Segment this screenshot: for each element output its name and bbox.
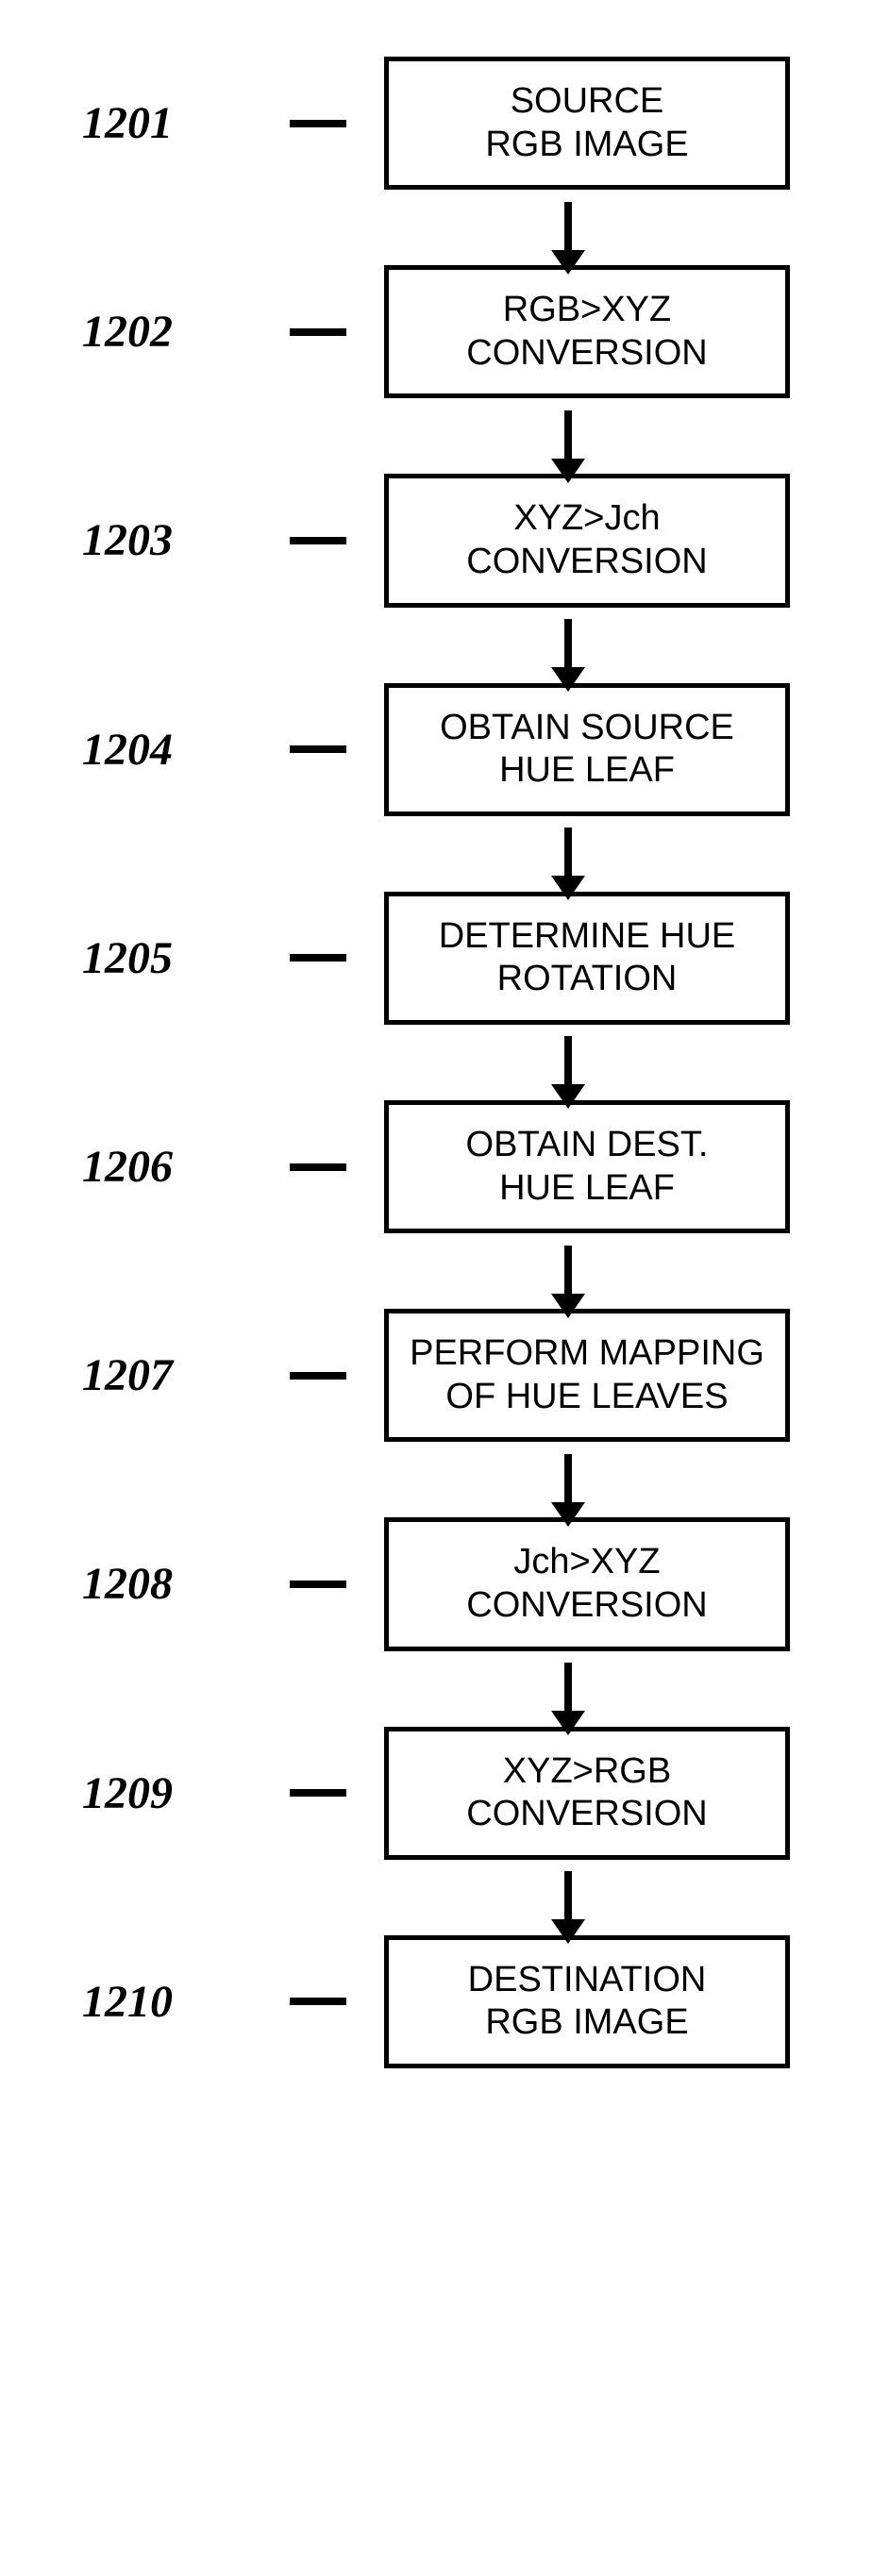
node-row-1204: 1204 OBTAIN SOURCE HUE LEAF — [82, 683, 790, 816]
node-label-1205: 1205 — [82, 932, 252, 984]
arrow-connector — [214, 190, 872, 265]
node-text-1206: OBTAIN DEST. HUE LEAF — [406, 1124, 768, 1210]
arrow-down-icon — [564, 1036, 572, 1088]
node-text-1207: PERFORM MAPPING OF HUE LEAVES — [406, 1332, 768, 1418]
node-row-1203: 1203 XYZ>Jch CONVERSION — [82, 474, 790, 607]
node-label-1201: 1201 — [82, 97, 252, 149]
node-box-1208: Jch>XYZ CONVERSION — [384, 1517, 790, 1650]
node-text-1203: XYZ>Jch CONVERSION — [406, 497, 768, 583]
node-row-1205: 1205 DETERMINE HUE ROTATION — [82, 892, 790, 1025]
flowchart-container: 1201 SOURCE RGB IMAGE 1202 RGB>XYZ CONVE… — [82, 57, 790, 2068]
arrow-connector — [214, 398, 872, 474]
arrow-down-icon — [564, 619, 572, 671]
arrow-down-icon — [564, 202, 572, 254]
arrow-connector — [214, 1860, 872, 1935]
node-row-1210: 1210 DESTINATION RGB IMAGE — [82, 1935, 790, 2068]
arrow-down-icon — [564, 828, 572, 879]
arrow-connector — [214, 1651, 872, 1727]
node-label-1208: 1208 — [82, 1558, 252, 1610]
label-connector — [290, 537, 346, 544]
node-box-1209: XYZ>RGB CONVERSION — [384, 1727, 790, 1860]
label-connector — [290, 1581, 346, 1588]
label-connector — [290, 1163, 346, 1171]
node-box-1201: SOURCE RGB IMAGE — [384, 57, 790, 190]
node-label-1204: 1204 — [82, 724, 252, 776]
node-label-1206: 1206 — [82, 1141, 252, 1193]
arrow-down-icon — [564, 1454, 572, 1506]
label-connector — [290, 328, 346, 336]
arrow-down-icon — [564, 1246, 572, 1297]
node-text-1210: DESTINATION RGB IMAGE — [406, 1959, 768, 2045]
node-text-1205: DETERMINE HUE ROTATION — [406, 915, 768, 1001]
label-connector — [290, 954, 346, 962]
node-row-1202: 1202 RGB>XYZ CONVERSION — [82, 265, 790, 398]
node-row-1209: 1209 XYZ>RGB CONVERSION — [82, 1727, 790, 1860]
node-label-1207: 1207 — [82, 1349, 252, 1401]
node-box-1206: OBTAIN DEST. HUE LEAF — [384, 1100, 790, 1233]
arrow-connector — [214, 608, 872, 683]
node-box-1202: RGB>XYZ CONVERSION — [384, 265, 790, 398]
label-connector — [290, 745, 346, 753]
node-text-1204: OBTAIN SOURCE HUE LEAF — [406, 707, 768, 793]
label-connector — [290, 1789, 346, 1797]
arrow-connector — [214, 1233, 872, 1309]
node-box-1205: DETERMINE HUE ROTATION — [384, 892, 790, 1025]
arrow-connector — [214, 1442, 872, 1517]
node-box-1207: PERFORM MAPPING OF HUE LEAVES — [384, 1309, 790, 1442]
node-box-1210: DESTINATION RGB IMAGE — [384, 1935, 790, 2068]
label-connector — [290, 1998, 346, 2005]
node-row-1207: 1207 PERFORM MAPPING OF HUE LEAVES — [82, 1309, 790, 1442]
label-connector — [290, 1372, 346, 1380]
node-label-1210: 1210 — [82, 1976, 252, 2028]
node-row-1208: 1208 Jch>XYZ CONVERSION — [82, 1517, 790, 1650]
arrow-down-icon — [564, 1871, 572, 1923]
node-label-1209: 1209 — [82, 1767, 252, 1819]
node-label-1203: 1203 — [82, 514, 252, 566]
arrow-down-icon — [564, 1663, 572, 1715]
node-row-1201: 1201 SOURCE RGB IMAGE — [82, 57, 790, 190]
arrow-connector — [214, 1025, 872, 1100]
node-row-1206: 1206 OBTAIN DEST. HUE LEAF — [82, 1100, 790, 1233]
node-text-1209: XYZ>RGB CONVERSION — [406, 1750, 768, 1836]
node-box-1204: OBTAIN SOURCE HUE LEAF — [384, 683, 790, 816]
node-label-1202: 1202 — [82, 306, 252, 358]
node-text-1201: SOURCE RGB IMAGE — [406, 80, 768, 166]
arrow-down-icon — [564, 410, 572, 462]
node-text-1202: RGB>XYZ CONVERSION — [406, 289, 768, 375]
arrow-connector — [214, 816, 872, 892]
node-text-1208: Jch>XYZ CONVERSION — [406, 1541, 768, 1627]
label-connector — [290, 120, 346, 127]
node-box-1203: XYZ>Jch CONVERSION — [384, 474, 790, 607]
